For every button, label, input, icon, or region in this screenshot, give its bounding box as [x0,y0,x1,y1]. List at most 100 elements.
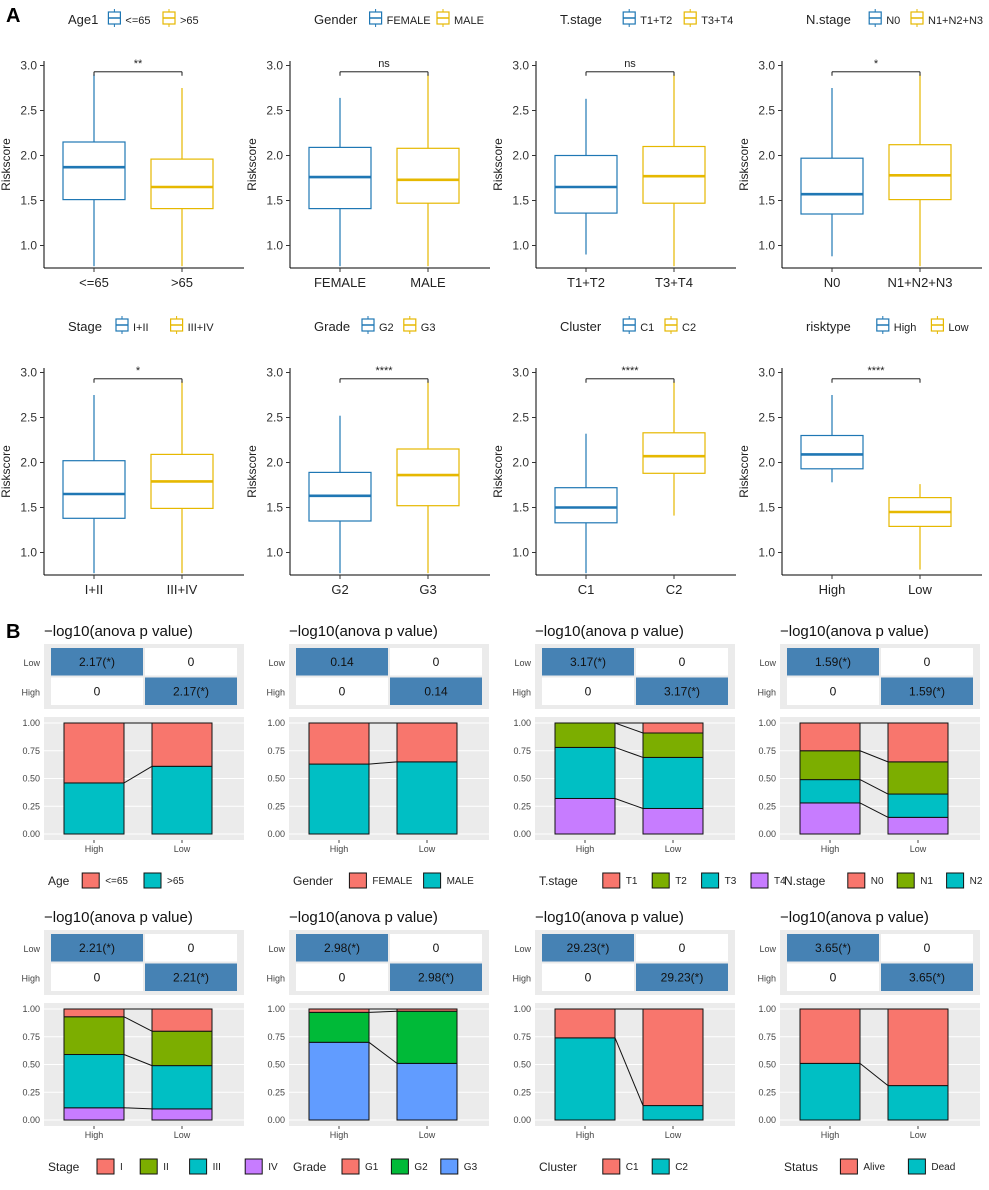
x-tick-label: High [85,844,104,854]
y-tick-label: 2.0 [20,149,37,163]
y-tick-label: 1.0 [266,546,283,560]
boxplot-gender: Gender FEMALE MALE 1.0 1.5 2.0 2.5 3.0 Riskscore… [245,9,490,290]
charts-container: Age1 <=65 >65 1.0 1.5 2.0 2.5 3.0 Riskscore <=65 >… [0,9,983,1175]
legend-title: Gender [293,874,333,888]
bar-segment-FEMALE [308,722,370,765]
panel-title: −log10(anova p value) [535,623,684,640]
x-tick-label: High [576,844,595,854]
y-tick-label: 3.0 [758,366,775,380]
legend-label: <=65 [105,876,128,887]
heatmap-cell-value: 0 [94,684,101,698]
box-iqr [62,141,126,201]
heatmap-cell-value: 0 [924,941,931,955]
y-tick-label: 1.00 [22,1004,40,1014]
legend-label: II [163,1162,169,1173]
heatmap-cell [881,934,973,962]
box-C1 [554,433,618,574]
boxplot-cluster: Cluster C1 C2 1.0 1.5 2.0 2.5 3.0 Riskscore C1 C2 *… [491,316,736,597]
box-G3 [396,381,460,574]
y-tick-label: 3.0 [758,59,775,73]
x-tick-label: C1 [578,582,595,597]
y-tick-label: 0.75 [267,746,285,756]
legend-label: >65 [167,876,184,887]
legend-label: III+IV [188,322,215,334]
heatmap-row-label: Low [514,944,531,954]
x-tick-label: High [819,582,846,597]
heatmap-cell [51,648,143,676]
heatmap-row-label: High [757,973,776,983]
heatmap-row-label: Low [268,658,285,668]
legend-title: N.stage [784,874,826,888]
y-tick-label: 2.0 [758,456,775,470]
heatmap-row-label: High [512,973,531,983]
heatmap-cell-value: 0.14 [330,655,354,669]
legend-swatch [651,872,670,889]
y-tick-label: 2.5 [20,104,37,118]
y-axis-label: Riskscore [491,138,505,191]
legend-label: N0 [886,15,900,27]
legend-title: Grade [314,319,350,334]
y-tick-label: 0.25 [267,801,285,811]
bar-segment-N1 [799,750,861,781]
legend-key: T1+T2 [622,9,672,27]
bar-segment-T3 [554,746,616,799]
bar-segment-Alive [887,1008,949,1087]
bar-segment-MALE [308,763,370,835]
legend-title: Gender [314,12,358,27]
bar-segment-<=65 [151,722,213,767]
connector-line [859,1062,889,1086]
y-tick-label: 0.25 [758,801,776,811]
box->65 [150,88,214,267]
y-tick-label: 0.00 [513,1115,531,1125]
box-FEMALE [308,97,372,267]
heatmap-cell [787,934,879,962]
bar-segment-G3 [308,1041,370,1121]
box-N1+N2+N3 [888,74,952,267]
box-iqr [396,147,460,204]
legend-key: C1 [622,316,654,334]
legend-key: MALE [436,9,484,27]
y-tick-label: 3.0 [266,59,283,73]
connector-line [123,1016,153,1032]
heatmap-cell [542,934,634,962]
bar-segment->65 [63,782,125,835]
y-tick-label: 1.5 [20,194,37,208]
heatmap-cell-value: 0 [94,970,101,984]
y-tick-label: 1.5 [512,194,529,208]
legend-key: N1+N2+N3 [910,9,983,27]
bar-segment-Alive [799,1008,861,1064]
boxplot-t-stage: T.stage T1+T2 T3+T4 1.0 1.5 2.0 2.5 3.0 Riskscor… [491,9,736,290]
box-III+IV [150,381,214,574]
legend-swatch [651,1158,670,1175]
y-tick-label: 2.5 [512,411,529,425]
y-axis-label: Riskscore [0,138,13,191]
y-tick-label: 0.50 [22,1060,40,1070]
panel-title: −log10(anova p value) [289,909,438,926]
box-iqr [800,157,864,215]
stacked-panel-status: −log10(anova p value) Low 3.65(*) 0 High 0 3.6… [757,909,980,1175]
x-tick-label: G3 [419,582,436,597]
connector-line [859,802,889,818]
bar-segment-N0 [887,722,949,763]
y-tick-label: 0.50 [513,774,531,784]
bar-segment-G3 [396,1062,458,1121]
bar-segment-Dead [887,1085,949,1121]
legend-swatch [896,872,915,889]
heatmap-cell-value: 3.65(*) [909,970,945,984]
heatmap-cell [296,963,388,991]
y-tick-label: 0.75 [267,1032,285,1042]
x-tick-label: <=65 [79,275,109,290]
y-tick-label: 2.0 [20,456,37,470]
heatmap-cell-value: 0 [830,684,837,698]
connector-line [368,1041,398,1064]
x-tick-label: Low [910,1130,927,1140]
connector-line [123,1107,153,1110]
bar-segment-FEMALE [396,722,458,763]
legend-key: C2 [664,316,696,334]
bar-segment->65 [151,765,213,835]
legend-key: T3+T4 [683,9,733,27]
legend-title: Cluster [560,319,602,334]
boxplot-grade: Grade G2 G3 1.0 1.5 2.0 2.5 3.0 Riskscore G2 G3 ***… [245,316,490,597]
heatmap-cell [390,648,482,676]
